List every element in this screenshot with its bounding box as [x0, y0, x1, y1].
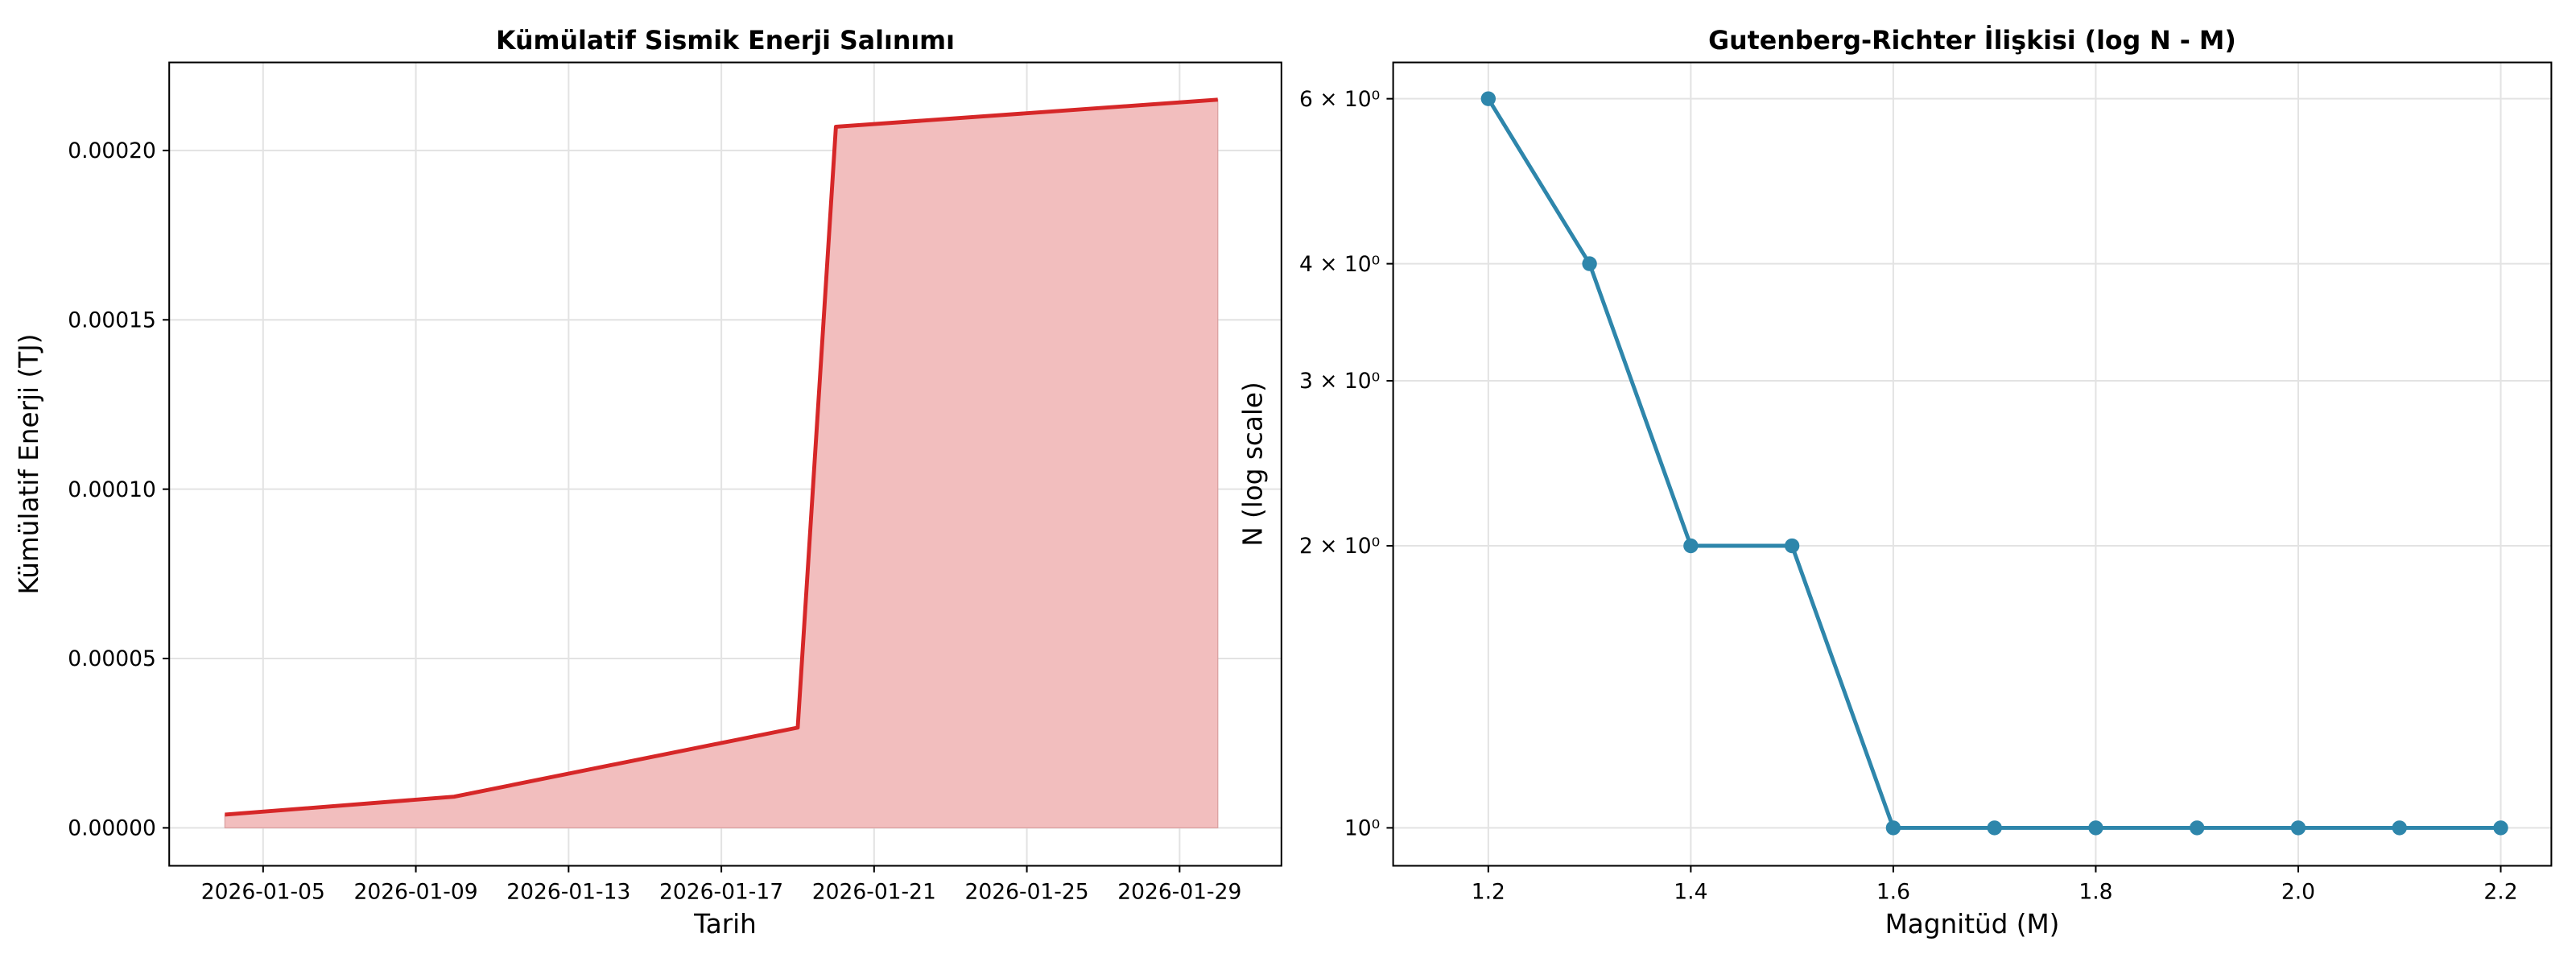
- x-tick-label: 1.6: [1876, 879, 1910, 904]
- x-tick-label: 2026-01-29: [1117, 879, 1241, 904]
- x-axis-label: Magnitüd (M): [1885, 909, 2060, 939]
- marker: [1784, 538, 1800, 554]
- x-tick-label: 2026-01-13: [506, 879, 630, 904]
- x-tick-label: 2.2: [2483, 879, 2517, 904]
- y-tick-label: 2 × 10⁰: [1299, 534, 1380, 559]
- x-axis-label: Tarih: [693, 909, 757, 939]
- y-tick-label: 0.00005: [68, 646, 156, 671]
- y-tick-label: 6 × 10⁰: [1299, 87, 1380, 112]
- marker: [2088, 820, 2103, 836]
- marker: [2493, 820, 2508, 836]
- marker: [2290, 820, 2306, 836]
- y-tick-label: 3 × 10⁰: [1299, 369, 1380, 394]
- x-tick-label: 2.0: [2281, 879, 2315, 904]
- x-tick-label: 1.2: [1472, 879, 1505, 904]
- chart-title: Kümülatif Sismik Enerji Salınımı: [496, 27, 955, 56]
- x-tick-label: 1.8: [2079, 879, 2112, 904]
- line: [1486, 97, 2501, 830]
- axes-frame: [1392, 61, 2553, 867]
- y-tick-label: 0.00020: [68, 138, 156, 163]
- y-tick-label: 10⁰: [1344, 816, 1380, 841]
- x-tick-label: 2026-01-05: [201, 879, 325, 904]
- y-tick-label: 0.00000: [68, 816, 156, 841]
- marker: [1582, 256, 1597, 271]
- marker: [2190, 820, 2205, 836]
- y-axis-label: N (log scale): [1237, 382, 1268, 547]
- y-tick-label: 0.00015: [68, 308, 156, 332]
- x-tick-label: 2026-01-17: [659, 879, 783, 904]
- marker: [2392, 820, 2407, 836]
- x-tick-label: 2026-01-21: [812, 879, 936, 904]
- marker: [1987, 820, 2002, 836]
- x-tick-label: 2026-01-09: [354, 879, 478, 904]
- axes-frame: [168, 61, 1282, 867]
- y-tick-label: 0.00010: [68, 477, 156, 502]
- x-tick-label: 1.4: [1674, 879, 1707, 904]
- marker: [1480, 91, 1496, 106]
- marker: [1683, 538, 1699, 554]
- marker: [1885, 820, 1901, 836]
- y-tick-label: 4 × 10⁰: [1299, 252, 1380, 277]
- line: [225, 97, 1218, 817]
- x-tick-label: 2026-01-25: [965, 879, 1089, 904]
- chart-title: Gutenberg-Richter İlişkisi (log N - M): [1708, 25, 2236, 56]
- y-axis-label: Kümülatif Enerji (TJ): [14, 333, 44, 594]
